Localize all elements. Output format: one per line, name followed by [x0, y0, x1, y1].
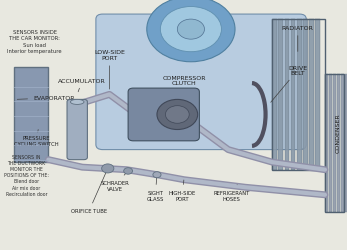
Bar — [337, 75, 340, 212]
Bar — [15, 68, 48, 162]
Text: SIGHT
GLASS: SIGHT GLASS — [146, 178, 164, 201]
FancyBboxPatch shape — [128, 89, 200, 141]
Text: SENSORS INSIDE
THE CAR MONITOR:
Sun load
Interior temperature: SENSORS INSIDE THE CAR MONITOR: Sun load… — [8, 30, 62, 54]
Bar — [272, 20, 277, 170]
Bar — [345, 75, 347, 212]
Bar — [303, 20, 308, 170]
Circle shape — [147, 0, 235, 62]
Bar — [325, 75, 344, 212]
Text: REFRIGERANT
HOSES: REFRIGERANT HOSES — [213, 185, 250, 201]
Circle shape — [102, 164, 114, 173]
Text: CONDENSER: CONDENSER — [336, 113, 341, 152]
Bar — [297, 20, 302, 170]
Bar — [333, 75, 336, 212]
Bar — [309, 20, 314, 170]
Text: EVAPORATOR: EVAPORATOR — [17, 96, 75, 101]
Circle shape — [166, 106, 189, 124]
Text: RADIATOR: RADIATOR — [282, 26, 314, 52]
Circle shape — [177, 20, 204, 40]
Text: DRIVE
BELT: DRIVE BELT — [271, 65, 307, 103]
Text: SCHRADER
VALVE: SCHRADER VALVE — [100, 173, 129, 191]
Text: LOW-SIDE
PORT: LOW-SIDE PORT — [94, 50, 125, 90]
Circle shape — [160, 8, 221, 52]
Text: HIGH-SIDE
PORT: HIGH-SIDE PORT — [169, 180, 196, 201]
Text: PRESSURE
CYCLING SWITCH: PRESSURE CYCLING SWITCH — [14, 130, 59, 146]
Text: ORIFICE TUBE: ORIFICE TUBE — [71, 171, 107, 213]
Circle shape — [153, 172, 161, 178]
Bar — [278, 20, 283, 170]
Circle shape — [124, 168, 133, 174]
Bar — [329, 75, 332, 212]
Bar — [325, 75, 328, 212]
Text: COMPRESSOR
CLUTCH: COMPRESSOR CLUTCH — [162, 75, 206, 122]
Text: ACCUMULATOR: ACCUMULATOR — [58, 78, 106, 92]
Bar — [291, 20, 295, 170]
Text: SENSORS IN
THE DUCTWORK
MONITOR THE
POSITIONS OF THE:
Blend door
Air mix door
Re: SENSORS IN THE DUCTWORK MONITOR THE POSI… — [4, 154, 49, 196]
Circle shape — [157, 100, 198, 130]
Bar — [315, 20, 320, 170]
Ellipse shape — [70, 100, 84, 105]
Bar — [272, 20, 325, 170]
FancyBboxPatch shape — [96, 15, 306, 150]
Bar — [285, 20, 289, 170]
Text: COMPRESSOR: COMPRESSOR — [135, 96, 179, 110]
Bar — [341, 75, 344, 212]
FancyBboxPatch shape — [67, 100, 87, 160]
